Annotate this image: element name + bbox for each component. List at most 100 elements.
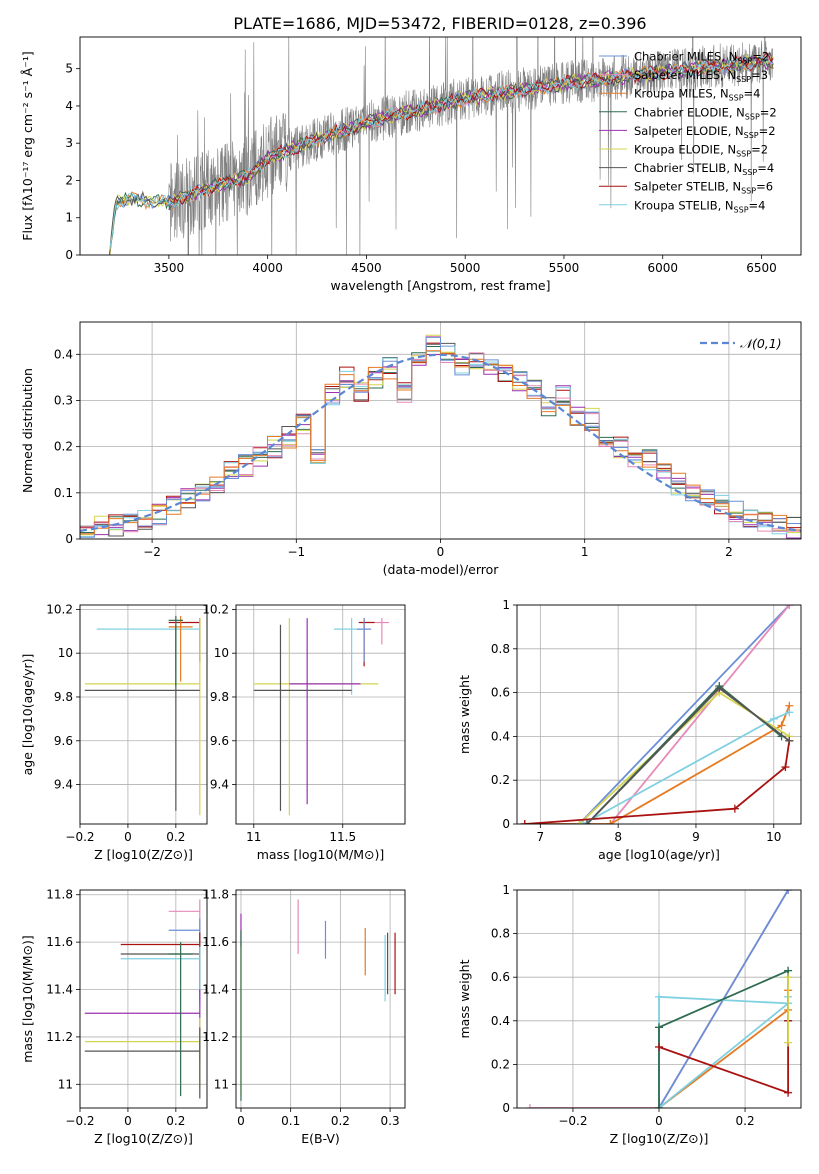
mass-weight-line (524, 705, 791, 824)
legend-entry: Kroupa MILES, NSSP=4 (634, 87, 760, 103)
model-spectrum-line (168, 54, 774, 211)
x-tick-label: 0 (237, 1114, 245, 1128)
legend-entry: Salpeter MILES, NSSP=3 (634, 68, 768, 84)
y-tick-label: 11.6 (46, 935, 73, 949)
y-tick-label: 0 (65, 532, 73, 546)
y-tick-label: 10.2 (46, 602, 73, 616)
legend-subscript: SSP (742, 168, 757, 177)
y-tick-label: 11.6 (202, 935, 229, 949)
plot-area (109, 37, 774, 255)
legend-entry-rest: =2 (760, 105, 777, 119)
y-tick-label: 0.4 (491, 729, 510, 743)
x-tick-label: 0 (655, 1114, 663, 1128)
y-tick-label: 2 (65, 173, 73, 187)
y-tick-label: 0.1 (54, 486, 73, 500)
mass-weight-line (609, 605, 790, 824)
axes-frame (79, 36, 802, 256)
legend-entry: Kroupa ELODIE, NSSP=2 (634, 143, 768, 159)
y-tick-label: 11.4 (202, 983, 229, 997)
x-tick-label: 0.2 (166, 830, 185, 844)
x-tick-label: 4500 (351, 261, 382, 275)
legend-subscript: SSP (744, 131, 759, 140)
legend-entry-rest: =2 (752, 50, 769, 64)
y-tick-label: 11.2 (202, 1030, 229, 1044)
y-tick-label: 9.6 (54, 734, 73, 748)
panel-massweight-vs-Z: −0.2 0 0.2 0 0.2 0.4 0.6 0.8 1 Z [log10(Z/Z⊙)] mas… (457, 883, 802, 1146)
x-tick-label: 8 (614, 830, 622, 844)
plot-area (84, 615, 201, 816)
mass-weight-line (658, 969, 789, 1108)
panel-mass-vs-Z: −0.2 0 0.2 11 11.2 11.4 11.6 11.8 Z [log10(Z/Z⊙)… (20, 888, 208, 1146)
x-tick-label: −1 (287, 545, 305, 559)
figure-title: PLATE=1686, MJD=53472, FIBERID=0128, z=0… (233, 14, 646, 33)
normal-curve-line (80, 353, 801, 532)
x-tick-label: 11.5 (329, 830, 356, 844)
panel-massweight-vs-age: 7 8 9 10 0 0.2 0.4 0.6 0.8 1 age [log10(age/yr)] ma… (457, 598, 802, 862)
y-tick-label: 0 (502, 1101, 510, 1115)
panel-mass-vs-EBV: 0 0.1 0.2 0.3 11 11.2 11.4 11.6 11.8 E(B-V) (202, 888, 406, 1146)
y-tick-label: 1 (502, 598, 510, 612)
x-axis-label: Z [log10(Z/Z⊙)] (610, 1131, 709, 1146)
legend-entry: Chabrier MILES, NSSP=2 (634, 50, 769, 66)
mass-weight-line (586, 684, 783, 824)
legend-entry: Salpeter ELODIE, NSSP=2 (634, 124, 776, 140)
y-tick-label: 9.4 (210, 778, 229, 792)
y-tick-label: 10.2 (202, 602, 229, 616)
legend-entry-rest: =6 (756, 180, 773, 194)
x-tick-label: 7 (537, 830, 545, 844)
y-tick-label: 0.4 (491, 1014, 510, 1028)
legend-subscript: SSP (745, 112, 760, 121)
x-tick-label: 6000 (647, 261, 678, 275)
y-tick-label: 0.3 (54, 393, 73, 407)
x-tick-label: 5000 (450, 261, 481, 275)
y-tick-label: 0.6 (491, 970, 510, 984)
gridlines (236, 605, 405, 824)
legend-entry-rest: =2 (751, 143, 768, 157)
y-tick-label: 9.8 (54, 690, 73, 704)
x-tick-label: 4000 (252, 261, 283, 275)
y-tick-label: 0.2 (54, 440, 73, 454)
x-tick-label: 6500 (746, 261, 777, 275)
y-tick-label: 0.2 (491, 1057, 510, 1071)
legend-subscript: SSP (729, 94, 744, 103)
axes-frame (79, 889, 208, 1109)
y-tick-label: 10 (214, 646, 229, 660)
mass-weight-line (524, 605, 790, 824)
y-axis-label: mass [log10(M/M⊙)] (20, 935, 35, 1063)
x-tick-label: 0 (124, 1114, 132, 1128)
plot-area (240, 899, 396, 1101)
x-axis-label: wavelength [Angstrom, rest frame] (330, 278, 550, 293)
plot-area (525, 890, 793, 1108)
legend-subscript: SSP (736, 75, 751, 84)
x-tick-label: 0.3 (381, 1114, 400, 1128)
legend-subscript: SSP (736, 150, 751, 159)
y-tick-label: 10 (58, 646, 73, 660)
x-tick-label: 10 (766, 830, 781, 844)
x-tick-label: 0.2 (166, 1114, 185, 1128)
plot-area (84, 899, 201, 1099)
mass-weight-line (658, 990, 789, 1108)
y-tick-label: 5 (65, 62, 73, 76)
panel-residual-hist: −2 −1 0 1 2 0 0.1 0.2 0.3 0.4 (data-model)/error No… (20, 321, 802, 577)
y-tick-label: 11.4 (46, 983, 73, 997)
legend-entry-rest: =4 (749, 198, 766, 212)
y-tick-label: 0.8 (491, 642, 510, 656)
y-tick-label: 1 (502, 883, 510, 897)
mass-weight-line (658, 996, 789, 1108)
y-tick-label: 0 (65, 248, 73, 262)
model-spectrum-line (109, 54, 774, 250)
x-tick-label: 2 (725, 545, 733, 559)
plot-area (520, 605, 794, 824)
histogram-step-line (80, 350, 801, 535)
x-tick-label: 1 (581, 545, 589, 559)
x-tick-label: −2 (143, 545, 161, 559)
legend-entry-rest: =4 (757, 161, 774, 175)
x-axis-label: age [log10(age/yr)] (598, 847, 720, 862)
axes-frame (235, 604, 406, 825)
x-tick-label: 0.1 (281, 1114, 300, 1128)
legend-subscript: SSP (741, 187, 756, 196)
legend-subscript: SSP (737, 57, 752, 66)
legend-entry: Kroupa STELIB, NSSP=4 (634, 198, 765, 214)
y-tick-label: 9.8 (210, 690, 229, 704)
